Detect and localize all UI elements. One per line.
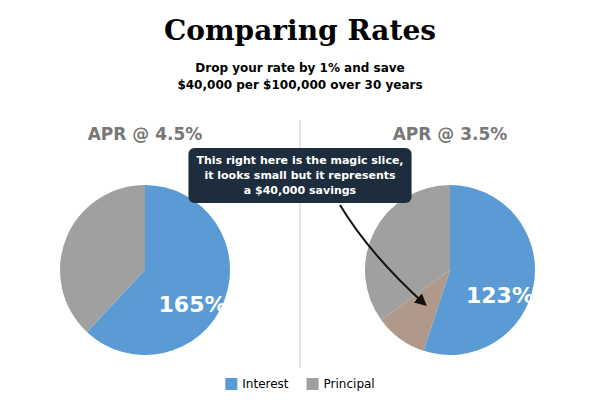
legend-item: Principal — [307, 377, 375, 391]
pie-title: APR @ 4.5% — [88, 124, 203, 144]
annotation-background — [188, 148, 411, 203]
title: Comparing Rates — [164, 14, 436, 47]
annotation: This right here is the magic slice,it lo… — [196, 154, 403, 197]
slice-annotation: 165% — [159, 292, 227, 317]
slice-annotation: 123% — [466, 283, 534, 308]
pie-chart: 165% — [60, 185, 230, 355]
subtitle: Drop your rate by 1% and save$40,000 per… — [177, 61, 422, 92]
pie-slice — [60, 185, 145, 332]
legend-swatch — [225, 378, 237, 390]
pie-slice — [365, 185, 450, 320]
pie-title: APR @ 3.5% — [393, 124, 508, 144]
legend: Interest Principal — [225, 377, 374, 391]
legend-label: Principal — [324, 377, 375, 391]
chart-root: Comparing Rates Drop your rate by 1% and … — [0, 0, 600, 400]
legend-swatch — [307, 378, 319, 390]
annotation-box: This right here is the magic slice,it lo… — [188, 148, 411, 203]
annotation-arrow — [340, 205, 425, 304]
legend-label: Interest — [242, 377, 289, 391]
legend-item: Interest — [225, 377, 289, 391]
